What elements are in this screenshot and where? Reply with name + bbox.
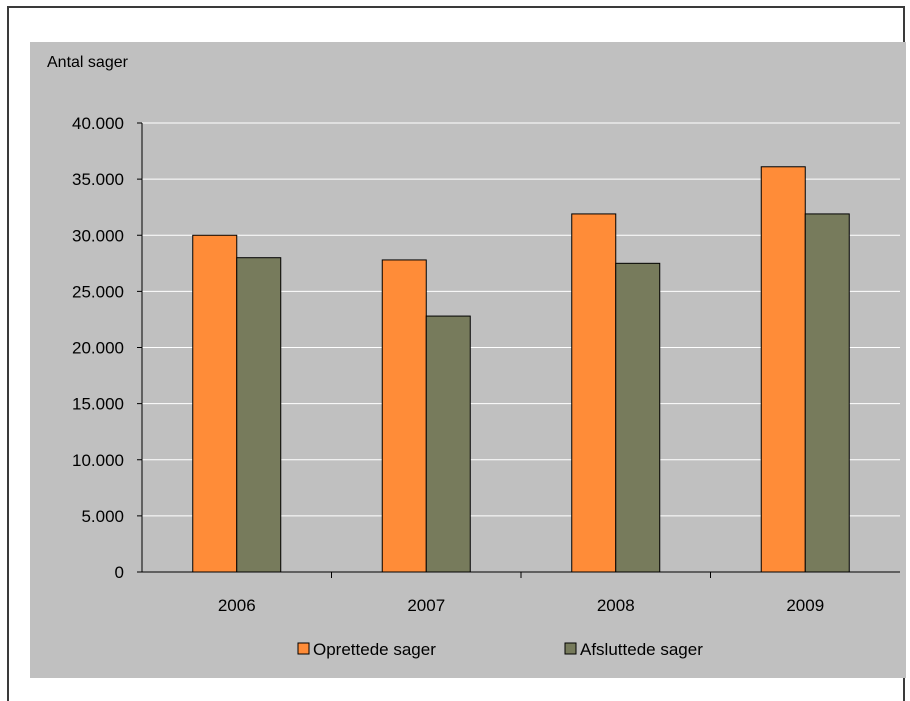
x-tick-label: 2009 (786, 596, 824, 615)
y-tick-label: 5.000 (81, 507, 124, 526)
y-tick-labels: 0 5.000 10.000 15.000 20.000 25.000 30.000 35.0… (72, 114, 124, 582)
bar-afsluttede-2008 (615, 262, 661, 573)
x-tick-labels: 2006 2007 2008 2009 (218, 596, 824, 615)
bar-afsluttede-2009 (804, 213, 850, 573)
bars (192, 166, 850, 573)
bar-afsluttede-2006 (236, 257, 282, 573)
bar-oprettede-2008 (571, 213, 617, 573)
y-tick-label: 30.000 (72, 226, 124, 245)
x-tick-label: 2007 (407, 596, 445, 615)
legend: Oprettede sager Afsluttede sager (297, 640, 703, 659)
y-tick-label: 40.000 (72, 114, 124, 133)
y-tick-label: 25.000 (72, 282, 124, 301)
legend-swatch-afsluttede (564, 642, 577, 655)
bar-oprettede-2007 (381, 259, 427, 573)
x-tick-label: 2008 (597, 596, 635, 615)
y-tick-label: 20.000 (72, 339, 124, 358)
x-tick-label: 2006 (218, 596, 256, 615)
y-tick-label: 15.000 (72, 395, 124, 414)
legend-label-oprettede: Oprettede sager (313, 640, 436, 659)
y-tick-label: 35.000 (72, 170, 124, 189)
legend-label-afsluttede: Afsluttede sager (580, 640, 703, 659)
legend-swatch-oprettede (297, 642, 310, 655)
y-tick-label: 0 (115, 563, 124, 582)
y-tick-label: 10.000 (72, 451, 124, 470)
y-axis-title: Antal sager (47, 54, 129, 71)
bar-oprettede-2009 (760, 166, 806, 573)
bar-oprettede-2006 (192, 234, 238, 573)
bar-afsluttede-2007 (425, 315, 471, 573)
